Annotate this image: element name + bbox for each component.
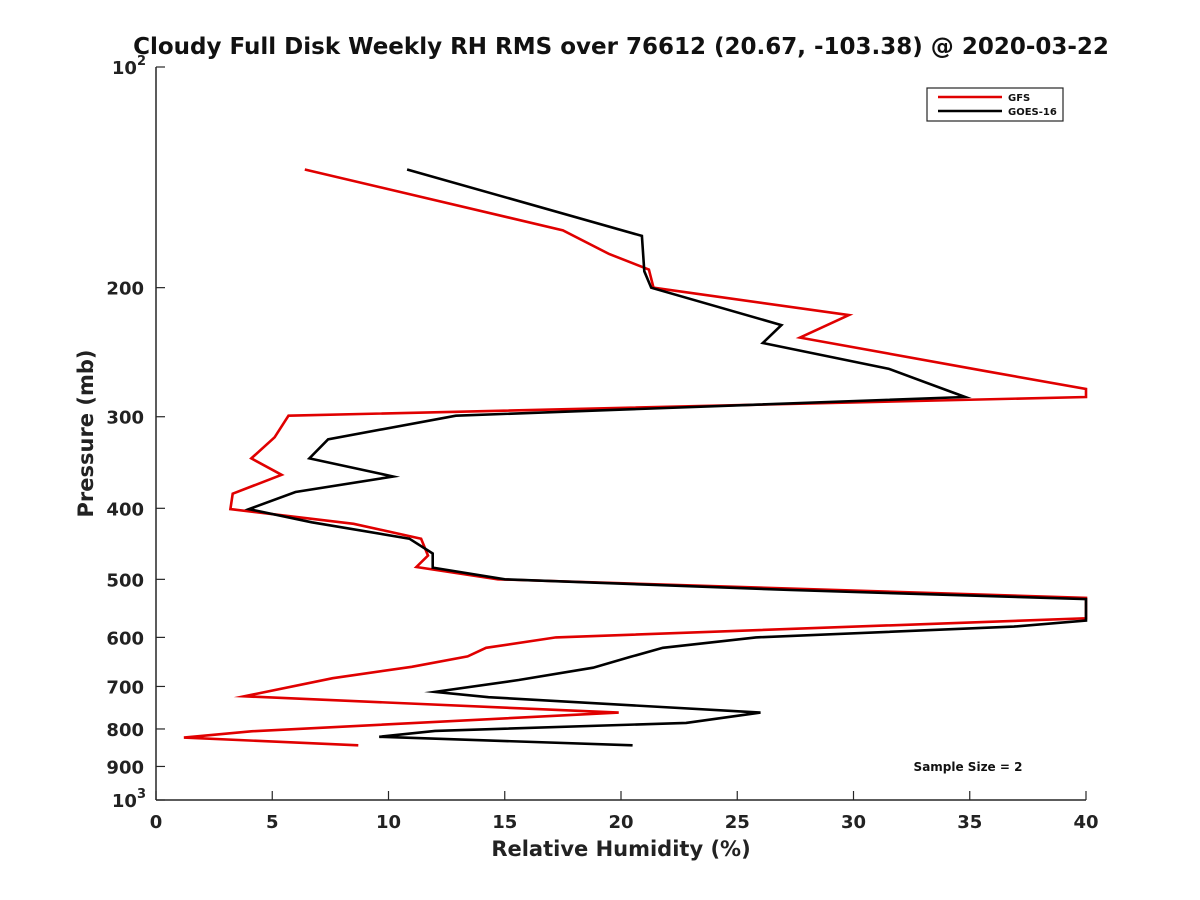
y-tick-label: 200 [106, 279, 144, 300]
series-layer [183, 168, 1088, 747]
x-axis-label: Relative Humidity (%) [491, 837, 750, 861]
sample-size-annotation: Sample Size = 2 [914, 760, 1023, 774]
y-tick-label: 103 [112, 787, 146, 812]
y-tick-label: 700 [106, 677, 144, 698]
chart-title: Cloudy Full Disk Weekly RH RMS over 7661… [133, 34, 1109, 60]
x-tick-label: 20 [608, 812, 633, 833]
legend-label: GOES-16 [1008, 107, 1057, 118]
y-tick-label: 300 [106, 408, 144, 429]
x-tick-label: 0 [150, 812, 163, 833]
y-tick-label: 400 [106, 499, 144, 520]
series-goes-16-line [244, 168, 1088, 747]
x-tick-label: 35 [957, 812, 982, 833]
x-tick-label: 15 [492, 812, 517, 833]
y-tick-label: 600 [106, 628, 144, 649]
y-axis-label: Pressure (mb) [74, 350, 98, 518]
y-tick-label: 900 [106, 757, 144, 778]
x-tick-label: 40 [1073, 812, 1098, 833]
x-tick-label: 5 [266, 812, 279, 833]
y-tick-label: 800 [106, 720, 144, 741]
legend-box [926, 87, 1064, 122]
y-tick-label: 500 [106, 570, 144, 591]
axes: 0 5 10 15 20 25 30 35 40 102 200 300 400 500 600 700 800… [106, 54, 1098, 833]
x-tick-label: 10 [376, 812, 401, 833]
series-gfs-line [183, 168, 1088, 747]
x-tick-label: 30 [841, 812, 866, 833]
x-tick-label: 25 [725, 812, 750, 833]
y-tick-label: 102 [112, 54, 146, 79]
legend: GFS GOES-16 [926, 87, 1064, 122]
legend-label: GFS [1008, 93, 1030, 104]
plot-area [156, 67, 1086, 800]
